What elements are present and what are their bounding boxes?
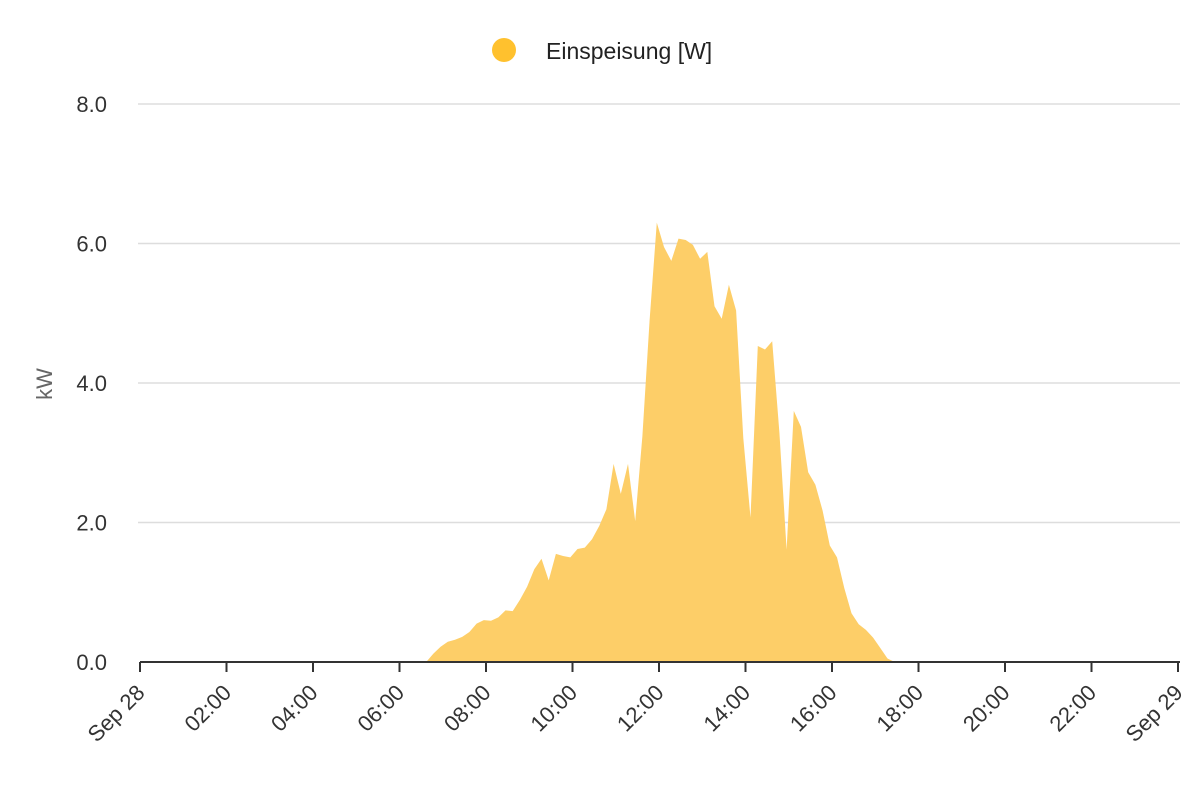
y-tick-label: 6.0 — [76, 232, 107, 257]
y-tick-label: 0.0 — [76, 650, 107, 675]
y-axis-label: kW — [32, 368, 57, 400]
x-tick-label: Sep 28 — [83, 680, 150, 747]
x-axis: Sep 28 02:00 04:00 06:00 08:00 10:00 12:00 14:0… — [83, 661, 1188, 747]
x-tick-label: Sep 29 — [1121, 680, 1188, 747]
y-axis-ticks: 0.0 2.0 4.0 6.0 8.0 — [76, 92, 107, 675]
x-tick-label: 04:00 — [266, 680, 323, 737]
legend-label: Einspeisung [W] — [546, 38, 712, 64]
x-tick-label: 06:00 — [352, 680, 409, 737]
series-area[interactable] — [426, 222, 895, 662]
x-tick-label: 08:00 — [439, 680, 496, 737]
x-tick-label: 20:00 — [958, 680, 1015, 737]
y-tick-label: 4.0 — [76, 371, 107, 396]
y-tick-label: 2.0 — [76, 511, 107, 536]
y-tick-label: 8.0 — [76, 92, 107, 117]
x-tick-label: 14:00 — [698, 680, 755, 737]
series-area-layer — [426, 222, 895, 662]
x-tick-label: 10:00 — [525, 680, 582, 737]
x-tick-label: 16:00 — [785, 680, 842, 737]
x-tick-label: 02:00 — [179, 680, 236, 737]
x-tick-label: 22:00 — [1044, 680, 1101, 737]
legend[interactable]: Einspeisung [W] — [492, 38, 712, 64]
x-tick-label: 18:00 — [871, 680, 928, 737]
x-tick-label: 12:00 — [612, 680, 669, 737]
legend-marker — [492, 38, 516, 62]
